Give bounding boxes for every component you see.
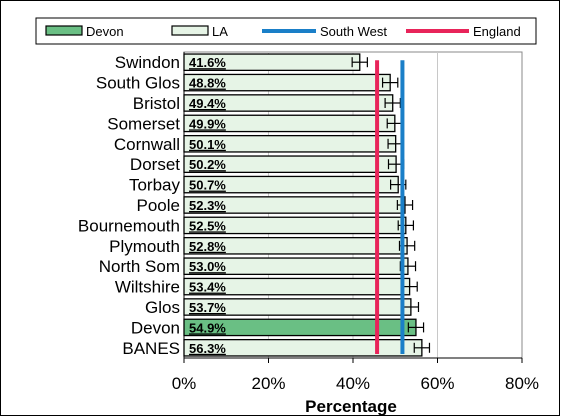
x-tick-label: 20% <box>251 374 285 393</box>
category-label: Cornwall <box>114 135 180 154</box>
data-label: 52.5% <box>189 218 226 233</box>
legend-swatch-la <box>171 25 209 36</box>
legend-swatch-devon <box>45 25 83 36</box>
category-label: South Glos <box>96 74 180 93</box>
category-label: Glos <box>145 298 180 317</box>
x-tick-label: 0% <box>172 374 197 393</box>
data-label: 49.4% <box>189 96 226 111</box>
category-label: Wiltshire <box>115 278 180 297</box>
category-label: Swindon <box>115 53 180 72</box>
data-label: 50.2% <box>189 157 226 172</box>
data-label: 56.3% <box>189 341 226 356</box>
category-label: Devon <box>131 318 180 337</box>
data-label: 41.6% <box>189 55 226 70</box>
category-label: Plymouth <box>109 237 180 256</box>
data-label: 53.4% <box>189 280 226 295</box>
category-label: Somerset <box>107 114 180 133</box>
legend-label-la: LA <box>212 24 228 39</box>
data-label: 50.1% <box>189 137 226 152</box>
category-label: BANES <box>122 339 180 358</box>
x-tick-label: 60% <box>420 374 454 393</box>
category-label: Torbay <box>129 176 181 195</box>
data-label: 52.8% <box>189 239 226 254</box>
data-label: 53.0% <box>189 259 226 274</box>
data-label: 50.7% <box>189 178 226 193</box>
data-label: 54.9% <box>189 320 226 335</box>
category-label: Bristol <box>133 94 180 113</box>
data-label: 49.9% <box>189 116 226 131</box>
legend-label-south-west: South West <box>320 24 387 39</box>
data-label: 48.8% <box>189 76 226 91</box>
legend-label-devon: Devon <box>86 24 124 39</box>
x-tick-label: 80% <box>505 374 539 393</box>
category-label: Bournemouth <box>78 216 180 235</box>
category-label: Poole <box>137 196 180 215</box>
x-tick-label: 40% <box>336 374 370 393</box>
data-label: 52.3% <box>189 198 226 213</box>
legend-label-england: England <box>473 24 521 39</box>
category-label: Dorset <box>130 155 180 174</box>
category-label: North Som <box>99 257 180 276</box>
x-axis-title: Percentage <box>305 397 397 416</box>
data-label: 53.7% <box>189 300 226 315</box>
